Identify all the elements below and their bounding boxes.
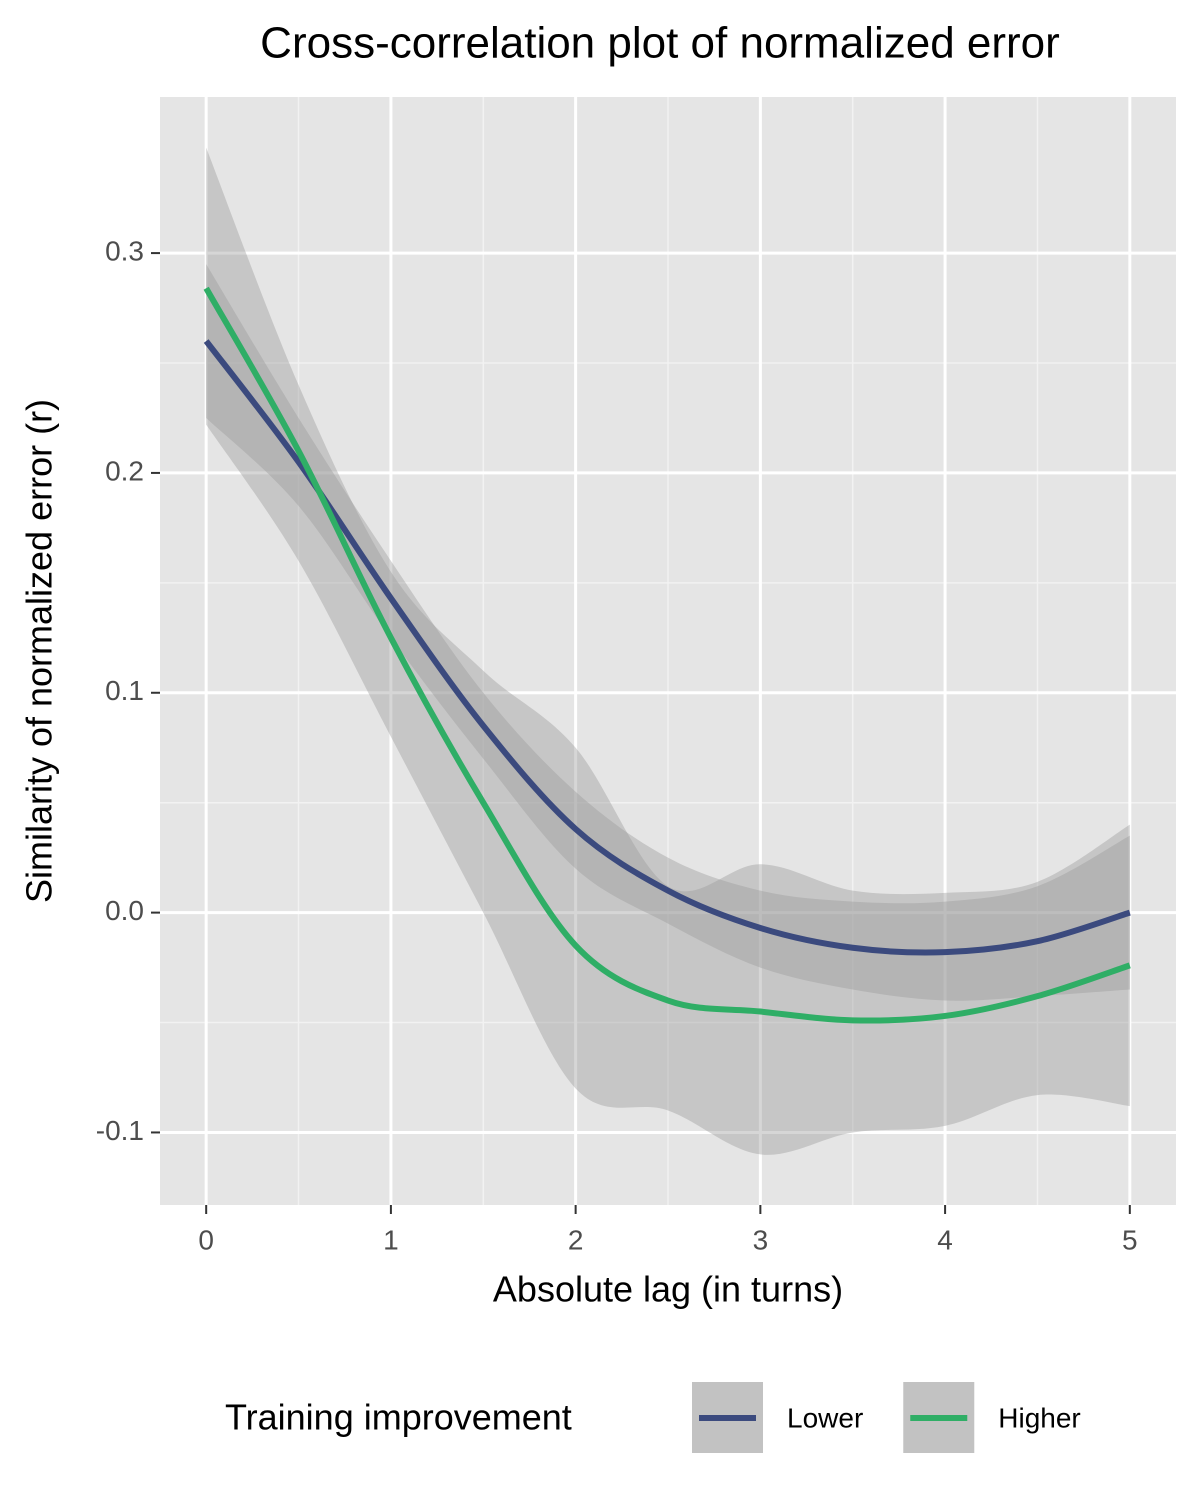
y-tick-label: 0.2	[105, 455, 144, 486]
x-tick-label: 3	[753, 1224, 769, 1255]
x-tick-label: 0	[198, 1224, 214, 1255]
legend-title: Training improvement	[225, 1397, 572, 1438]
series-line	[203, 339, 1131, 956]
x-axis-title: Absolute lag (in turns)	[493, 1269, 843, 1310]
y-axis-title: Similarity of normalized error (r)	[19, 399, 60, 903]
confidence-band	[206, 147, 1130, 1155]
y-tick-label: -0.1	[96, 1115, 144, 1146]
x-tick-label: 1	[383, 1224, 399, 1255]
chart-title: Cross-correlation plot of normalized err…	[260, 19, 1060, 68]
x-tick-label: 2	[568, 1224, 584, 1255]
series-line	[203, 286, 1131, 1024]
x-tick-label: 4	[937, 1224, 953, 1255]
y-tick-label: 0.1	[105, 675, 144, 706]
legend-label: Lower	[787, 1402, 863, 1433]
y-tick-label: 0.3	[105, 235, 144, 266]
y-tick-label: 0.0	[105, 895, 144, 926]
legend-label: Higher	[998, 1402, 1080, 1433]
x-tick-label: 5	[1122, 1224, 1138, 1255]
